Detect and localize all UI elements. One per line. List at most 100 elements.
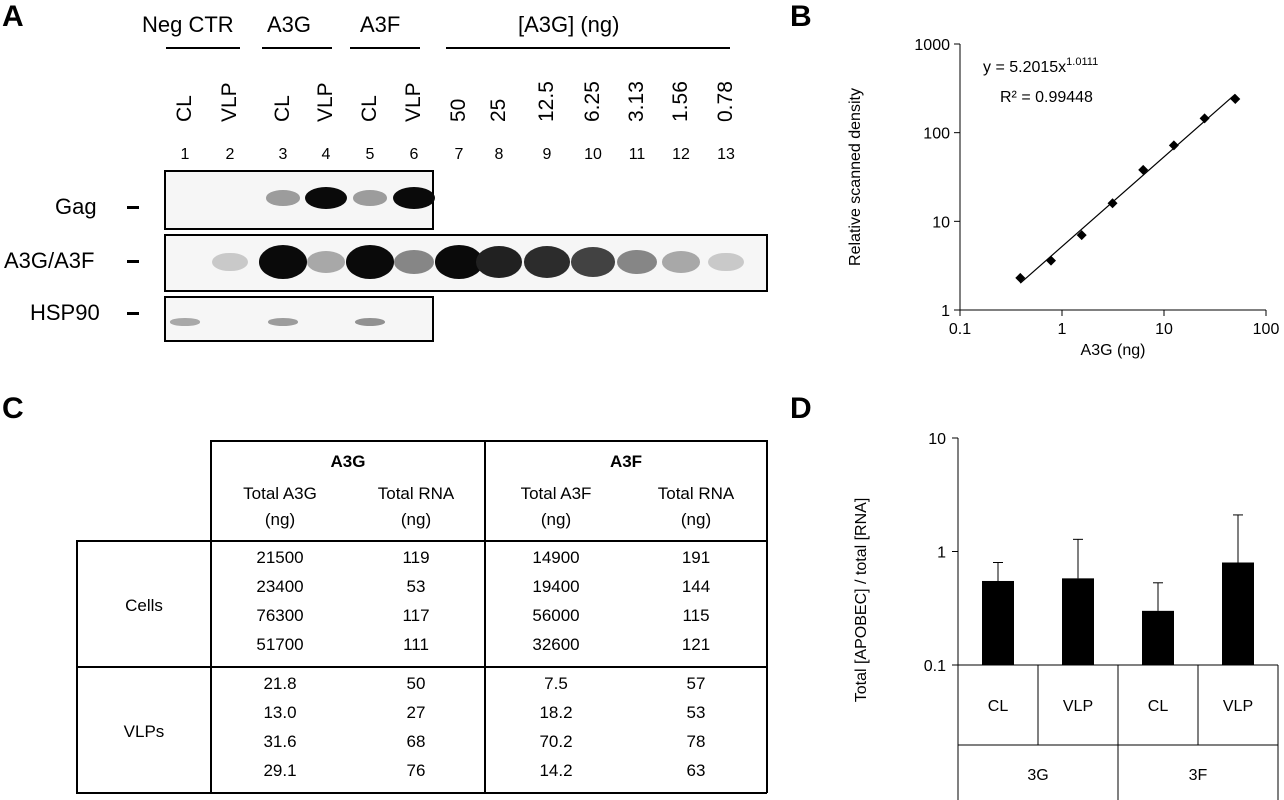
- table-row-group-label: Cells: [125, 596, 163, 615]
- group-line-neg-ctr: [166, 47, 240, 49]
- lane-number: 12: [672, 146, 690, 163]
- blot-band: [305, 187, 347, 209]
- data-point: [1230, 93, 1241, 104]
- panel-letter-c: C: [2, 392, 24, 425]
- lane-number: 8: [494, 146, 504, 163]
- lane-number: 11: [628, 146, 646, 163]
- blot-band: [617, 249, 657, 275]
- lane-number: 3: [278, 146, 288, 163]
- group-line-a3f: [350, 47, 420, 49]
- category-label: VLP: [1223, 698, 1253, 715]
- table-cell: 70.2: [539, 732, 573, 751]
- table-column-unit: (ng): [400, 510, 432, 529]
- y-axis-label: Relative scanned density: [847, 88, 864, 266]
- group-line-a3g: [262, 47, 332, 49]
- blot-band: [258, 245, 308, 279]
- blot-label-hsp90: HSP90: [30, 300, 100, 325]
- group-line-a3g-ng: [446, 47, 730, 49]
- y-tick-label: 0.1: [924, 658, 946, 675]
- table-border-middle: [484, 440, 486, 793]
- table-cell: 19400: [532, 577, 580, 596]
- table-border-left-inner: [210, 440, 212, 793]
- table-cell: 18.2: [539, 703, 573, 722]
- lane-number: 5: [365, 146, 375, 163]
- group-label-a3g-ng: [A3G] (ng): [518, 12, 620, 37]
- panel-letter-a: A: [2, 0, 24, 33]
- blot-band: [354, 318, 386, 326]
- x-axis-label: A3G (ng): [1081, 342, 1146, 359]
- table-cell: 13.0: [263, 703, 297, 722]
- trend-equation: y = 5.2015x1.0111: [983, 56, 1098, 76]
- bar: [982, 580, 1014, 665]
- blot-band: [570, 247, 616, 277]
- table-cell: 57: [686, 674, 706, 693]
- blot-band: [345, 245, 395, 279]
- y-tick-label: 1: [941, 303, 950, 320]
- table-row-group-label: VLPs: [123, 722, 165, 741]
- blot-band: [170, 318, 200, 326]
- group-label: 3G: [1027, 767, 1048, 784]
- blot-band: [434, 245, 484, 279]
- table-cell: 63: [686, 761, 706, 780]
- table-cell: 76: [406, 761, 426, 780]
- blot-band: [353, 190, 387, 206]
- table-cell: 68: [406, 732, 426, 751]
- blot-band: [268, 318, 298, 326]
- table-column-header: Total RNA: [657, 484, 735, 503]
- table-cell: 119: [402, 548, 430, 567]
- table-cell: 14900: [532, 548, 580, 567]
- table-column-header: Total RNA: [377, 484, 455, 503]
- category-label: CL: [1148, 698, 1169, 715]
- blot-band: [307, 251, 345, 273]
- table-column-header: Total A3F: [520, 484, 592, 503]
- group-label-a3g: A3G: [267, 12, 312, 37]
- bar: [1062, 578, 1094, 665]
- category-label: VLP: [1063, 698, 1093, 715]
- panel-letter-b: B: [790, 0, 812, 33]
- table-cell: 23400: [256, 577, 304, 596]
- data-point: [1168, 140, 1179, 151]
- table-cell: 115: [682, 606, 710, 625]
- table-border-right: [766, 440, 768, 793]
- table-cell: 78: [686, 732, 706, 751]
- table-cell: 31.6: [263, 732, 297, 751]
- table-cell: 14.2: [539, 761, 573, 780]
- data-point: [1015, 272, 1026, 283]
- y-tick-label: 1: [937, 545, 946, 562]
- table-column-unit: (ng): [540, 510, 572, 529]
- blot-band: [266, 190, 300, 206]
- blot-band: [662, 251, 700, 273]
- table-cell: 53: [406, 577, 426, 596]
- table-column-unit: (ng): [680, 510, 712, 529]
- table-cell: 53: [686, 703, 706, 722]
- category-label: CL: [988, 698, 1009, 715]
- data-point: [1076, 230, 1087, 241]
- trendline: [1019, 93, 1236, 284]
- blot-band: [393, 187, 435, 209]
- data-point: [1199, 113, 1210, 124]
- table-border-header: [76, 540, 767, 542]
- table-group-a3g: A3G: [330, 452, 366, 471]
- table-cell: 56000: [532, 606, 580, 625]
- marker-dash-a3g-a3f: [127, 260, 139, 263]
- table-cell: 117: [402, 606, 430, 625]
- trend-r-squared: R² = 0.99448: [1000, 89, 1093, 106]
- data-point: [1138, 164, 1149, 175]
- lane-number: 13: [717, 146, 735, 163]
- lane-number: 1: [180, 146, 190, 163]
- table-cell: 29.1: [263, 761, 297, 780]
- apobec-ratio-chart: 0.1 1 10 CL VLP CL VLP 3G 3F Total [APOBEC] / t…: [853, 431, 1279, 800]
- bar: [1222, 562, 1254, 665]
- table-cell: 144: [681, 577, 711, 596]
- table-cell: 21.8: [263, 674, 297, 693]
- table-cell: 191: [681, 548, 711, 567]
- table-column-header: Total A3G: [243, 484, 317, 503]
- blot-label-gag: Gag: [55, 194, 97, 219]
- lane-number: 7: [454, 146, 464, 163]
- blot-band: [523, 246, 571, 278]
- table-border-group: [76, 666, 767, 668]
- y-tick-label: 10: [932, 214, 950, 231]
- table-column-unit: (ng): [264, 510, 296, 529]
- lane-number: 10: [584, 146, 602, 163]
- table-cell: 21500: [256, 548, 304, 567]
